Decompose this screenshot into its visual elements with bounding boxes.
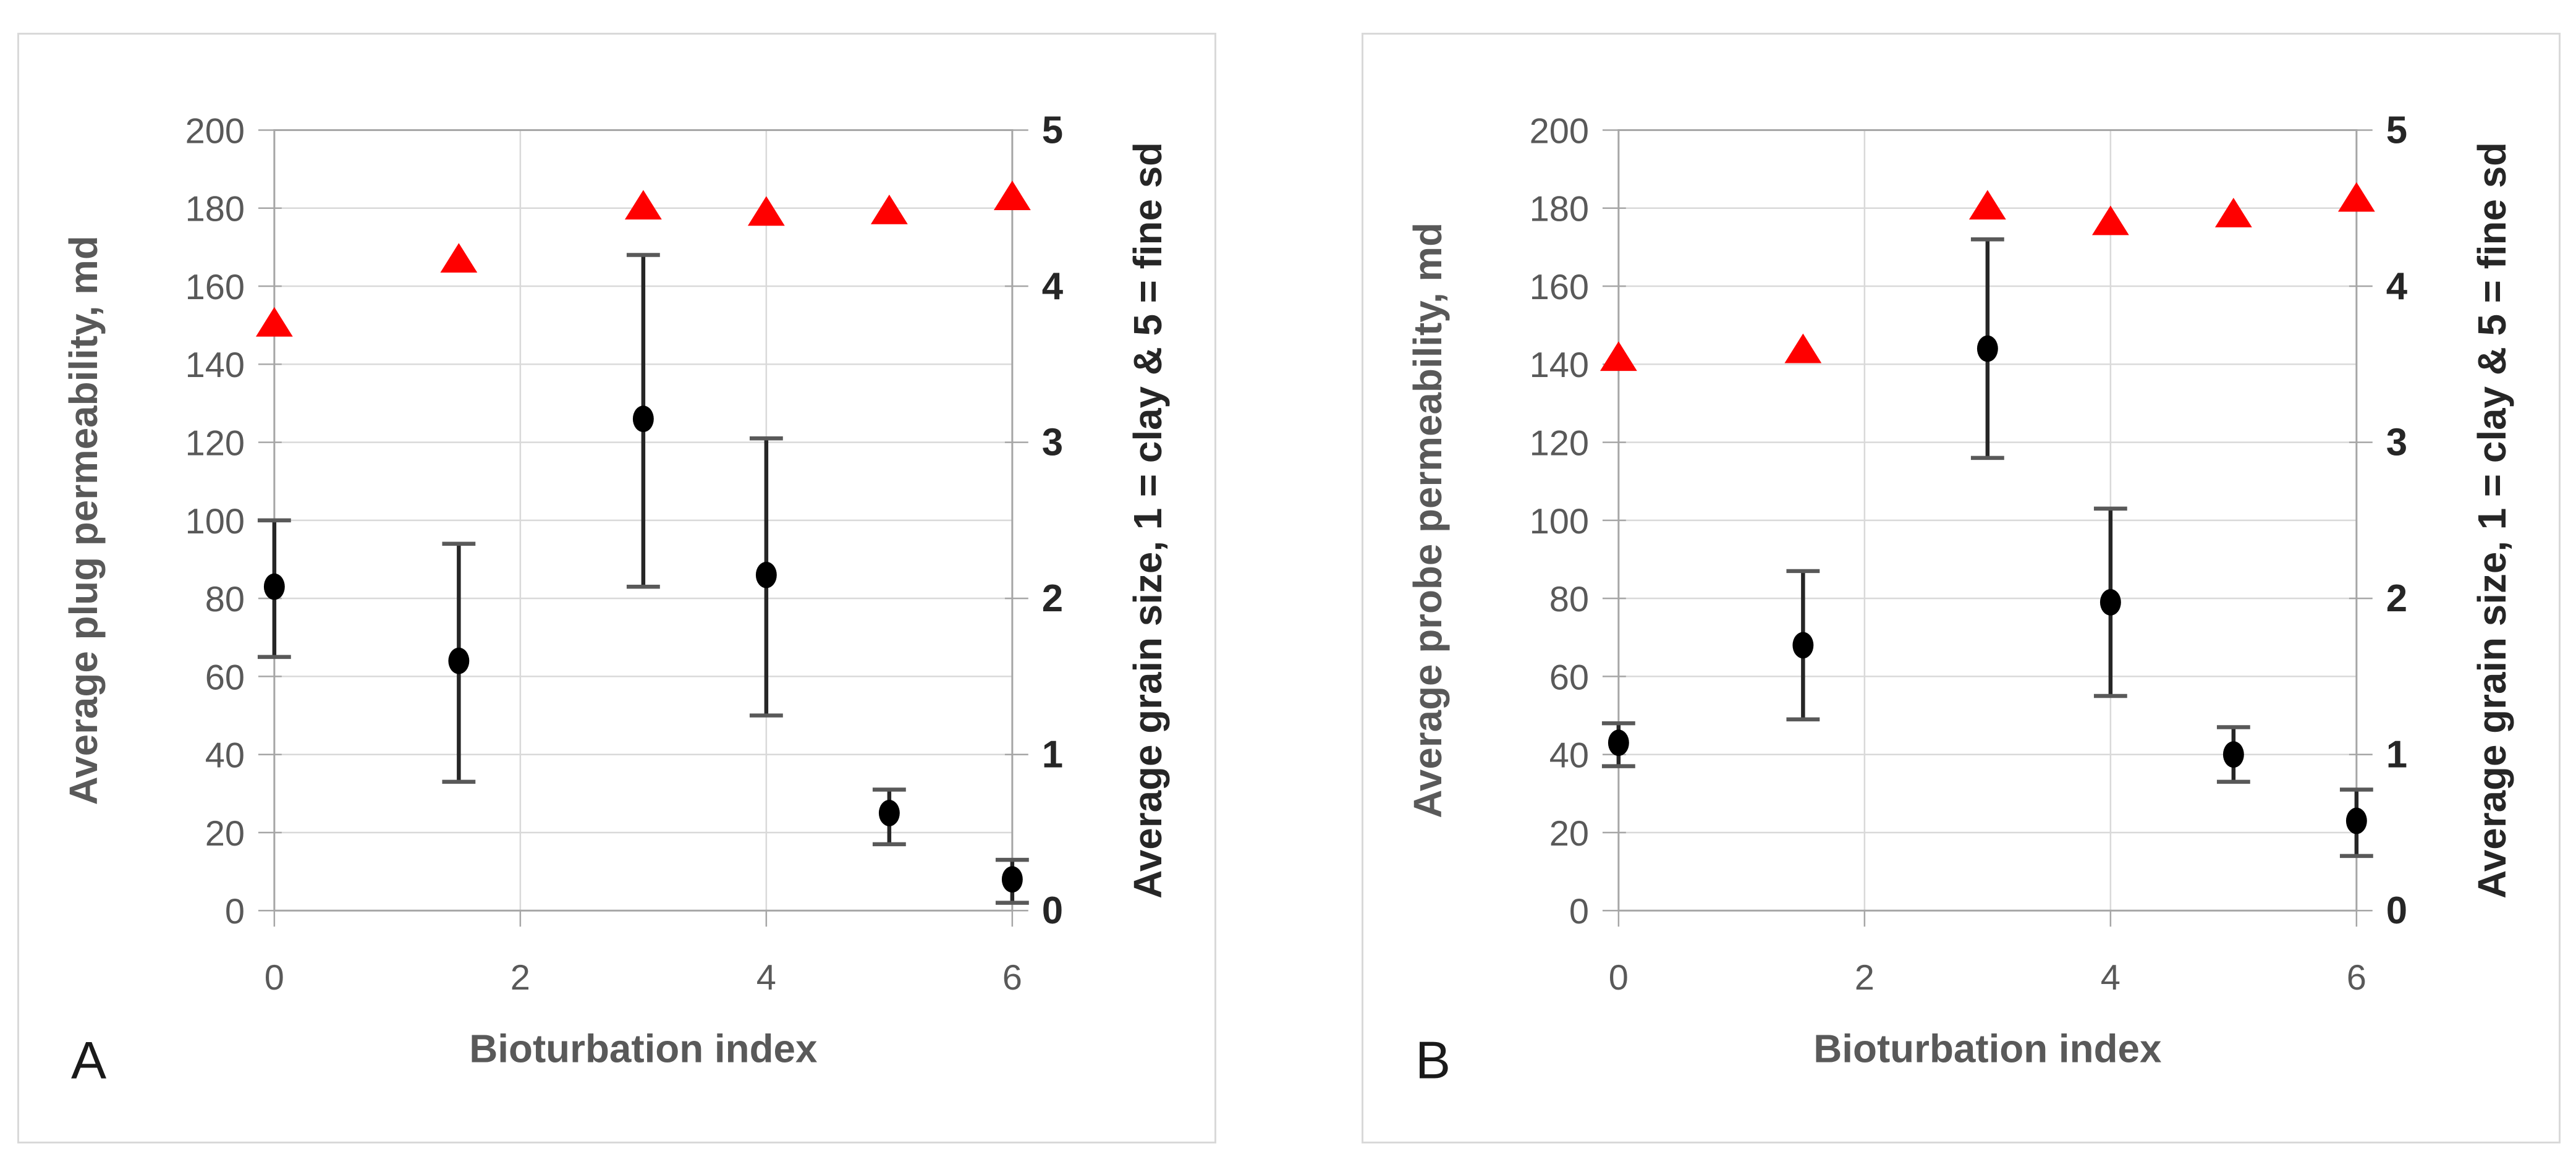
right-y-tick-label: 5	[2386, 109, 2407, 151]
left-y-tick-label: 120	[185, 424, 245, 464]
grain-size-marker	[870, 194, 908, 224]
x-tick-label: 4	[2101, 958, 2121, 998]
panel-A: 0 20 40 60 80 100 120 140 160 180 200 0 1 2 3 4 5 0 2 4 6 Ave…	[17, 33, 1216, 1143]
permeability-marker	[448, 647, 470, 674]
left-y-tick-label: 40	[1549, 736, 1589, 776]
left-y-tick-label: 0	[225, 892, 245, 931]
right-y-tick-label: 4	[2386, 265, 2408, 308]
left-y-tick-label: 160	[185, 268, 245, 307]
left-y-tick-label: 20	[1549, 814, 1589, 854]
left-axis-title: Average probe permeability, md	[1405, 223, 1450, 818]
grain-size-marker	[2337, 182, 2375, 212]
grain-size-marker	[2091, 205, 2129, 235]
right-y-tick-label: 5	[1042, 109, 1063, 151]
left-y-tick-label: 100	[1530, 502, 1589, 541]
grain-size-marker	[624, 190, 662, 220]
permeability-marker	[878, 799, 900, 826]
left-y-tick-label: 60	[205, 658, 245, 697]
left-y-tick-label: 200	[185, 111, 245, 151]
grain-size-marker	[440, 243, 478, 273]
grain-size-marker	[1599, 341, 1637, 371]
left-y-tick-label: 40	[205, 736, 245, 776]
grain-size-marker	[747, 196, 785, 226]
permeability-marker	[263, 573, 285, 600]
grain-size-marker	[2214, 197, 2252, 227]
right-y-tick-label: 3	[1042, 422, 1063, 464]
left-axis-title: Average plug permeability, md	[61, 235, 106, 805]
right-y-tick-label: 1	[1042, 734, 1063, 776]
x-tick-label: 6	[1002, 958, 1022, 998]
right-y-tick-label: 2	[1042, 577, 1063, 620]
x-axis-title: Bioturbation index	[1813, 1026, 2161, 1071]
left-y-tick-label: 80	[1549, 580, 1589, 619]
left-y-tick-label: 20	[205, 814, 245, 854]
chart-A: 0 20 40 60 80 100 120 140 160 180 200 0 1 2 3 4 5 0 2 4 6 Ave…	[61, 109, 1170, 1090]
x-tick-label: 2	[1855, 958, 1875, 998]
left-y-tick-label: 120	[1530, 424, 1589, 464]
grain-size-marker	[1784, 333, 1822, 363]
panel-B: 0 20 40 60 80 100 120 140 160 180 200 0 1 2 3 4 5 0 2 4 6 Ave…	[1362, 33, 2561, 1143]
permeability-marker	[2345, 807, 2367, 834]
x-tick-label: 4	[756, 958, 776, 998]
grain-size-marker	[993, 180, 1031, 211]
left-y-tick-label: 80	[205, 580, 245, 619]
permeability-marker	[2099, 589, 2121, 616]
panel-letter: B	[1415, 1030, 1451, 1090]
right-y-tick-label: 1	[2386, 734, 2407, 776]
left-y-tick-label: 140	[1530, 346, 1589, 385]
left-y-tick-label: 0	[1569, 892, 1589, 931]
right-y-tick-label: 0	[2386, 889, 2407, 932]
left-y-tick-label: 180	[1530, 190, 1589, 229]
x-tick-label: 0	[265, 958, 284, 998]
grain-size-marker	[1968, 190, 2006, 220]
left-y-tick-label: 200	[1530, 111, 1589, 151]
panel-letter: A	[71, 1030, 106, 1090]
permeability-marker	[1608, 729, 1629, 757]
right-axis-title: Average grain size, 1 = clay & 5 = fine …	[2470, 142, 2514, 899]
grain-size-marker	[255, 307, 293, 337]
right-y-tick-label: 4	[1042, 265, 1064, 308]
left-y-tick-label: 180	[185, 190, 245, 229]
x-tick-label: 6	[2347, 958, 2366, 998]
chart-B: 0 20 40 60 80 100 120 140 160 180 200 0 1 2 3 4 5 0 2 4 6 Ave…	[1405, 109, 2514, 1090]
x-tick-label: 2	[511, 958, 530, 998]
permeability-marker	[1976, 335, 1998, 362]
permeability-marker	[1792, 632, 1814, 659]
right-y-tick-label: 0	[1042, 889, 1063, 932]
right-axis-title: Average grain size, 1 = clay & 5 = fine …	[1125, 142, 1170, 899]
permeability-marker	[632, 405, 654, 433]
permeability-marker	[1001, 866, 1023, 893]
left-y-tick-label: 100	[185, 502, 245, 541]
left-y-tick-label: 60	[1549, 658, 1589, 697]
left-y-tick-label: 160	[1530, 268, 1589, 307]
permeability-marker	[755, 561, 777, 588]
right-y-tick-label: 2	[2386, 577, 2407, 620]
right-y-tick-label: 3	[2386, 422, 2407, 464]
x-tick-label: 0	[1609, 958, 1629, 998]
left-y-tick-label: 140	[185, 346, 245, 385]
permeability-marker	[2222, 741, 2244, 768]
x-axis-title: Bioturbation index	[469, 1026, 817, 1071]
